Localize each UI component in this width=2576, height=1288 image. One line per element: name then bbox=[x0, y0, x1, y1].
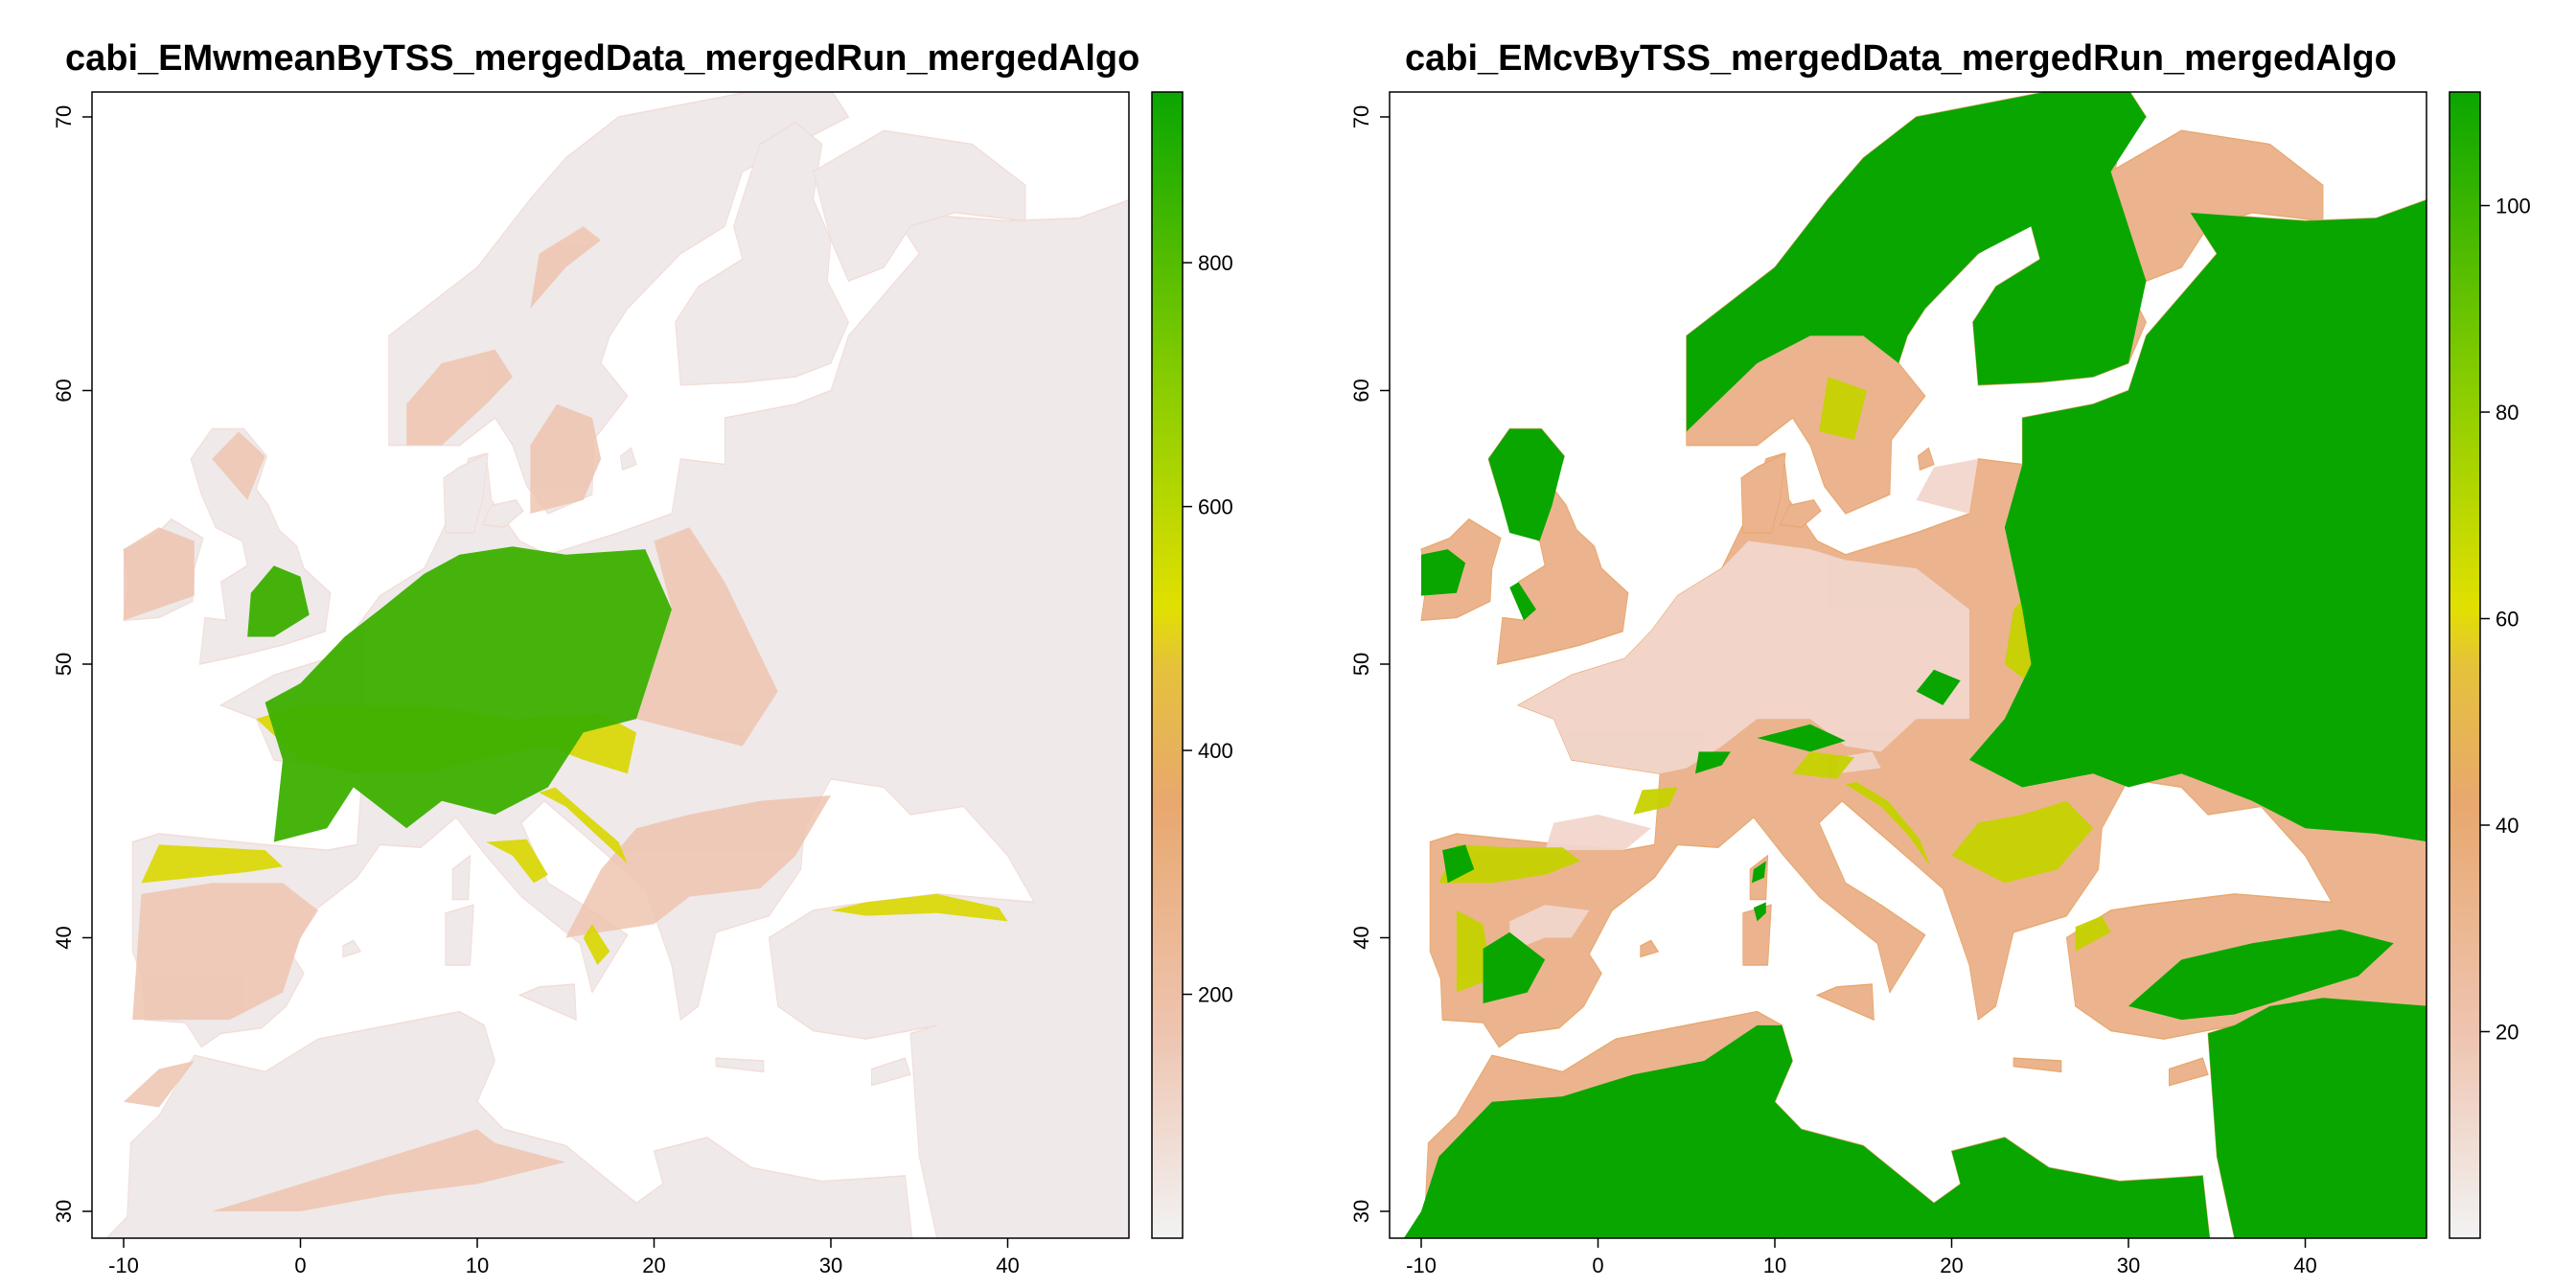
x-tick-label: 40 bbox=[2293, 1254, 2316, 1277]
y-tick-label: 70 bbox=[52, 105, 76, 128]
panel-1-title: cabi_EMwmeanByTSS_mergedData_mergedRun_m… bbox=[65, 38, 1140, 79]
x-tick-label: 20 bbox=[1940, 1254, 1963, 1277]
axis-ticks: -10 0 10 20 30 40 30 40 50 60 70 200 400 600 800 -10 0 10… bbox=[52, 105, 2531, 1277]
x-tick-label: 20 bbox=[642, 1254, 665, 1277]
y-tick-label: 50 bbox=[52, 653, 76, 676]
legend-tick-label: 400 bbox=[1198, 739, 1233, 763]
legend-tick-label: 800 bbox=[1198, 251, 1233, 275]
y-tick-label: 50 bbox=[1349, 653, 1373, 676]
y-tick-label: 70 bbox=[1349, 105, 1373, 128]
y-tick-label: 40 bbox=[1349, 926, 1373, 949]
x-tick-label: 0 bbox=[1592, 1254, 1603, 1277]
x-tick-label: 30 bbox=[2117, 1254, 2140, 1277]
legend-tick-label: 100 bbox=[2496, 195, 2531, 218]
x-tick-label: 10 bbox=[466, 1254, 489, 1277]
legend-tick-label: 20 bbox=[2496, 1021, 2518, 1045]
y-tick-label: 40 bbox=[52, 926, 76, 949]
legend-tick-label: 60 bbox=[2496, 608, 2518, 632]
x-tick-label: 30 bbox=[819, 1254, 842, 1277]
panel-2-title: cabi_EMcvByTSS_mergedData_mergedRun_merg… bbox=[1405, 38, 2397, 79]
panel-2-legend bbox=[2449, 91, 2481, 1239]
legend-tick-label: 600 bbox=[1198, 495, 1233, 519]
panel-2-plot bbox=[1389, 91, 2427, 1239]
y-tick-label: 30 bbox=[1349, 1200, 1373, 1223]
legend-tick-label: 80 bbox=[2496, 401, 2518, 425]
panel-1-plot bbox=[91, 91, 1130, 1239]
x-tick-label: -10 bbox=[108, 1254, 139, 1277]
y-tick-label: 60 bbox=[1349, 379, 1373, 402]
x-tick-label: 40 bbox=[996, 1254, 1019, 1277]
y-tick-label: 30 bbox=[52, 1200, 76, 1223]
panel-1-legend bbox=[1151, 91, 1184, 1239]
legend-tick-label: 40 bbox=[2496, 814, 2518, 838]
x-tick-label: 10 bbox=[1763, 1254, 1786, 1277]
legend-tick-label: 200 bbox=[1198, 983, 1233, 1007]
x-tick-label: 0 bbox=[294, 1254, 306, 1277]
y-tick-label: 60 bbox=[52, 379, 76, 402]
x-tick-label: -10 bbox=[1406, 1254, 1437, 1277]
